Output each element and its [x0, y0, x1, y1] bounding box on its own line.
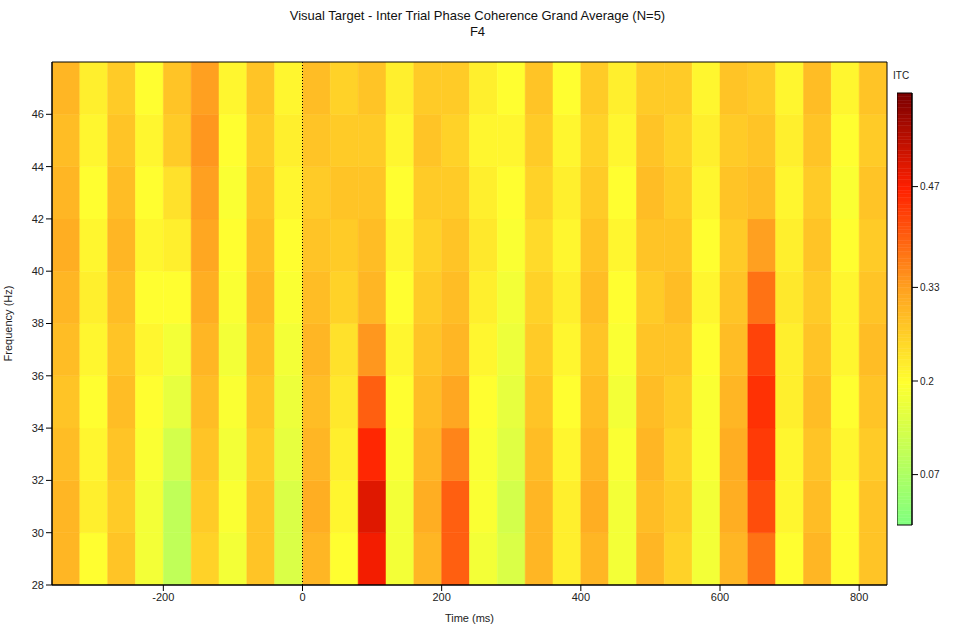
svg-text:0.33: 0.33 [920, 282, 940, 293]
svg-text:42: 42 [32, 213, 44, 225]
svg-text:800: 800 [850, 591, 868, 603]
svg-text:44: 44 [32, 161, 44, 173]
svg-text:400: 400 [572, 591, 590, 603]
html-text:F4: F4 [469, 24, 486, 39]
svg-text:0.47: 0.47 [920, 181, 940, 192]
svg-text:0.2: 0.2 [920, 376, 934, 387]
svg-text:40: 40 [32, 265, 44, 277]
html-text:ITC: ITC [893, 70, 910, 81]
svg-text:46: 46 [32, 108, 44, 120]
svg-text:28: 28 [32, 579, 44, 591]
svg-text:600: 600 [711, 591, 729, 603]
svg-text:32: 32 [32, 474, 44, 486]
svg-text:34: 34 [32, 422, 44, 434]
svg-text:-200: -200 [152, 591, 174, 603]
svg-text:Time (ms): Time (ms) [445, 612, 494, 624]
svg-text:0.07: 0.07 [920, 469, 940, 480]
html-text:Visual Target - Inter Trial Ph: Visual Target - Inter Trial Phase Cohere… [289, 8, 666, 23]
svg-text:Frequency (Hz): Frequency (Hz) [2, 286, 14, 362]
svg-text:200: 200 [432, 591, 450, 603]
svg-text:0: 0 [299, 591, 305, 603]
svg-text:38: 38 [32, 317, 44, 329]
svg-text:36: 36 [32, 370, 44, 382]
svg-text:30: 30 [32, 527, 44, 539]
